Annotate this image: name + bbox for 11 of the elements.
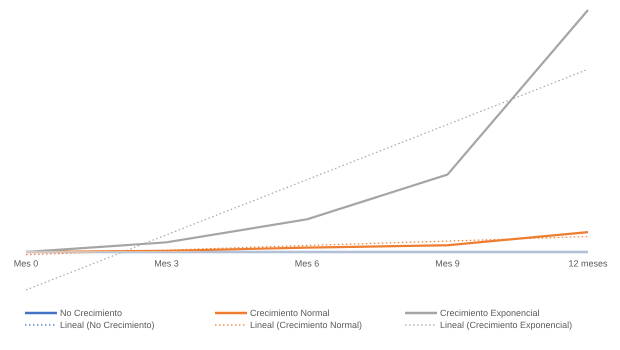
x-tick-label: 12 meses [568,258,608,268]
legend-label: Lineal (Crecimiento Exponencial) [440,320,572,330]
x-tick-label: Mes 3 [154,258,179,268]
x-tick-label: Mes 6 [294,258,320,268]
legend-label: Crecimiento Normal [250,308,330,318]
legend-label: No Crecimiento [60,308,122,318]
legend-label: Lineal (No Crecimiento) [60,320,155,330]
legend-label: Crecimiento Exponencial [440,308,540,318]
legend-label: Lineal (Crecimiento Normal) [250,320,362,330]
x-tick-label: Mes 9 [435,258,460,268]
x-tick-label: Mes 0 [14,258,38,268]
